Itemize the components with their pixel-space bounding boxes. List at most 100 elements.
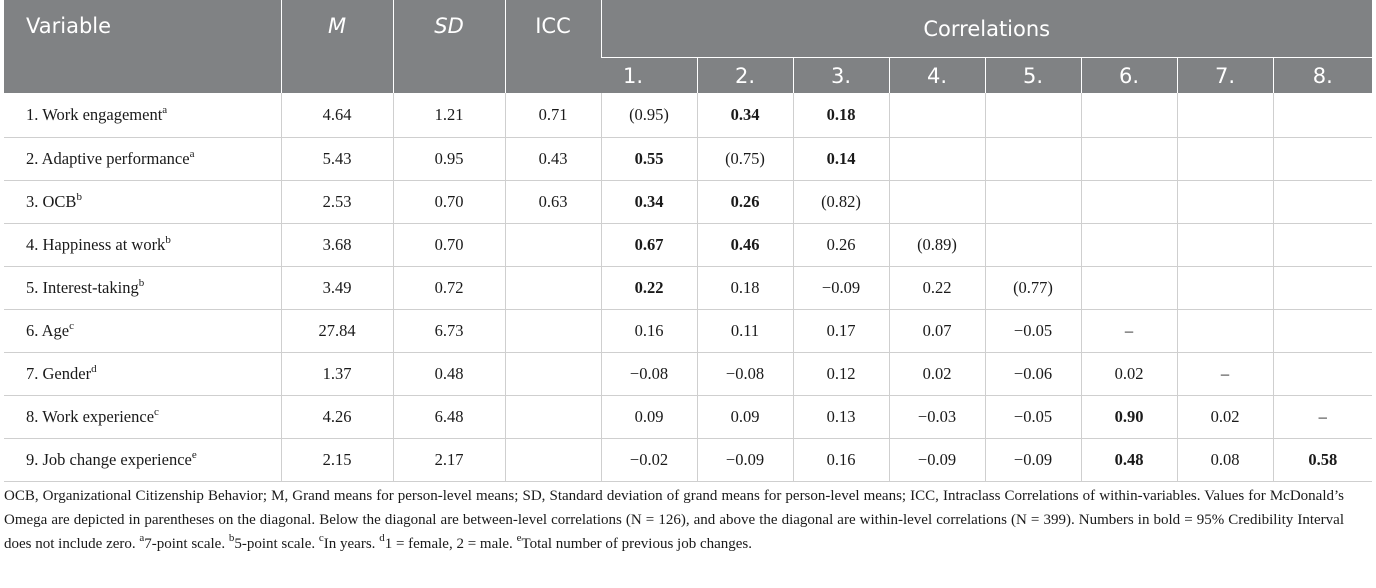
row-label-superscript: a (162, 103, 168, 116)
cell-icc: 0.43 (504, 137, 601, 181)
cell-corr-4 (888, 180, 985, 224)
cell-corr-8: 0.58 (1272, 438, 1372, 482)
cell-sd: 6.48 (392, 395, 505, 439)
cell-sd: 0.48 (392, 352, 505, 396)
cell-corr-4 (888, 93, 985, 138)
cell-corr-3: −0.09 (792, 266, 889, 310)
cell-corr-7 (1176, 309, 1273, 353)
correlation-table-container: Variable M SD ICC Correlations 1. 2. 3. 4. 5… (4, 0, 1372, 482)
cell-corr-2: 0.09 (696, 395, 793, 439)
cell-corr-5: −0.05 (984, 309, 1081, 353)
cell-corr-1: −0.02 (600, 438, 697, 482)
cell-corr-5: (0.77) (984, 266, 1081, 310)
header-sd: SD (392, 0, 505, 93)
cell-m: 5.43 (280, 137, 393, 181)
cell-m: 3.68 (280, 223, 393, 267)
row-label-text: 4. Happiness at work (26, 235, 166, 254)
header-corr-col-7: 7. (1176, 57, 1273, 93)
cell-corr-5 (984, 93, 1081, 138)
cell-corr-3: (0.82) (792, 180, 889, 224)
cell-corr-8 (1272, 352, 1372, 396)
cell-icc (504, 223, 601, 267)
cell-corr-3: 0.13 (792, 395, 889, 439)
cell-icc (504, 309, 601, 353)
header-corr-col-8: 8. (1272, 57, 1372, 93)
footnote-e: Total number of previous job changes. (521, 536, 753, 552)
table-footnote: OCB, Organizational Citizenship Behavior… (4, 484, 1344, 556)
table-header: Variable M SD ICC Correlations 1. 2. 3. 4. 5… (4, 0, 1372, 93)
footnote-marker-e: e (516, 532, 522, 544)
table-row: 9. Job change experiencee 2.15 2.17 −0.02 −0… (4, 438, 1372, 482)
cell-corr-7 (1176, 93, 1273, 138)
cell-icc (504, 352, 601, 396)
cell-icc (504, 266, 601, 310)
cell-corr-5: −0.06 (984, 352, 1081, 396)
cell-corr-3: 0.14 (792, 137, 889, 181)
cell-icc (504, 438, 601, 482)
cell-m: 2.53 (280, 180, 393, 224)
cell-corr-8 (1272, 309, 1372, 353)
cell-corr-4: −0.09 (888, 438, 985, 482)
row-label-text: 6. Age (26, 321, 70, 340)
cell-m: 2.15 (280, 438, 393, 482)
cell-corr-1: 0.22 (600, 266, 697, 310)
row-label: 7. Genderd (4, 352, 281, 396)
header-corr-col-5: 5. (984, 57, 1081, 93)
footnote-marker-d: d (379, 532, 385, 544)
table-row: 3. OCBb 2.53 0.70 0.63 0.34 0.26 (0.82) (4, 180, 1372, 224)
row-label-superscript: a (189, 147, 195, 160)
cell-corr-4: 0.07 (888, 309, 985, 353)
cell-m: 4.64 (280, 93, 393, 138)
footnote-b: 5-point scale. (234, 536, 316, 552)
cell-m: 1.37 (280, 352, 393, 396)
footnote-d: 1 = female, 2 = male. (384, 536, 513, 552)
cell-corr-1: 0.34 (600, 180, 697, 224)
row-label-superscript: b (165, 233, 171, 246)
cell-icc: 0.63 (504, 180, 601, 224)
cell-corr-5 (984, 137, 1081, 181)
header-icc: ICC (504, 0, 601, 93)
cell-sd: 1.21 (392, 93, 505, 138)
cell-corr-8 (1272, 223, 1372, 267)
cell-m: 3.49 (280, 266, 393, 310)
cell-sd: 0.72 (392, 266, 505, 310)
footnote-marker-c: c (318, 532, 324, 544)
cell-corr-6: 0.02 (1080, 352, 1177, 396)
header-corr-col-2: 2. (696, 57, 793, 93)
cell-corr-2: 0.46 (696, 223, 793, 267)
cell-corr-6: 0.48 (1080, 438, 1177, 482)
cell-corr-3: 0.18 (792, 93, 889, 138)
cell-corr-2: 0.34 (696, 93, 793, 138)
cell-corr-6 (1080, 266, 1177, 310)
cell-corr-4: 0.02 (888, 352, 985, 396)
row-label: 1. Work engagementa (4, 93, 281, 138)
cell-corr-1: 0.67 (600, 223, 697, 267)
cell-corr-3: 0.16 (792, 438, 889, 482)
table-body: 1. Work engagementa 4.64 1.21 0.71 (0.95) 0.3… (4, 93, 1372, 482)
cell-corr-4 (888, 137, 985, 181)
cell-corr-7: – (1176, 352, 1273, 396)
row-label-superscript: e (191, 448, 197, 461)
table-row: 4. Happiness at workb 3.68 0.70 0.67 0.46 0.2… (4, 223, 1372, 267)
cell-corr-4: (0.89) (888, 223, 985, 267)
cell-corr-7 (1176, 137, 1273, 181)
cell-corr-3: 0.17 (792, 309, 889, 353)
row-label-text: 9. Job change experience (26, 450, 192, 469)
cell-corr-4: −0.03 (888, 395, 985, 439)
cell-corr-7: 0.08 (1176, 438, 1273, 482)
footnote-marker-a: a (139, 532, 145, 544)
correlation-table: Variable M SD ICC Correlations 1. 2. 3. 4. 5… (4, 0, 1372, 482)
footnote-marker-b: b (228, 532, 235, 544)
row-label-text: 2. Adaptive performance (26, 149, 190, 168)
row-label: 3. OCBb (4, 180, 281, 224)
row-label: 4. Happiness at workb (4, 223, 281, 267)
cell-corr-2: 0.18 (696, 266, 793, 310)
row-label: 2. Adaptive performancea (4, 137, 281, 181)
row-label-superscript: b (138, 276, 145, 289)
cell-m: 4.26 (280, 395, 393, 439)
row-label-superscript: d (91, 362, 97, 375)
cell-corr-8 (1272, 137, 1372, 181)
cell-corr-6 (1080, 93, 1177, 138)
cell-corr-8 (1272, 93, 1372, 138)
cell-corr-2: (0.75) (696, 137, 793, 181)
